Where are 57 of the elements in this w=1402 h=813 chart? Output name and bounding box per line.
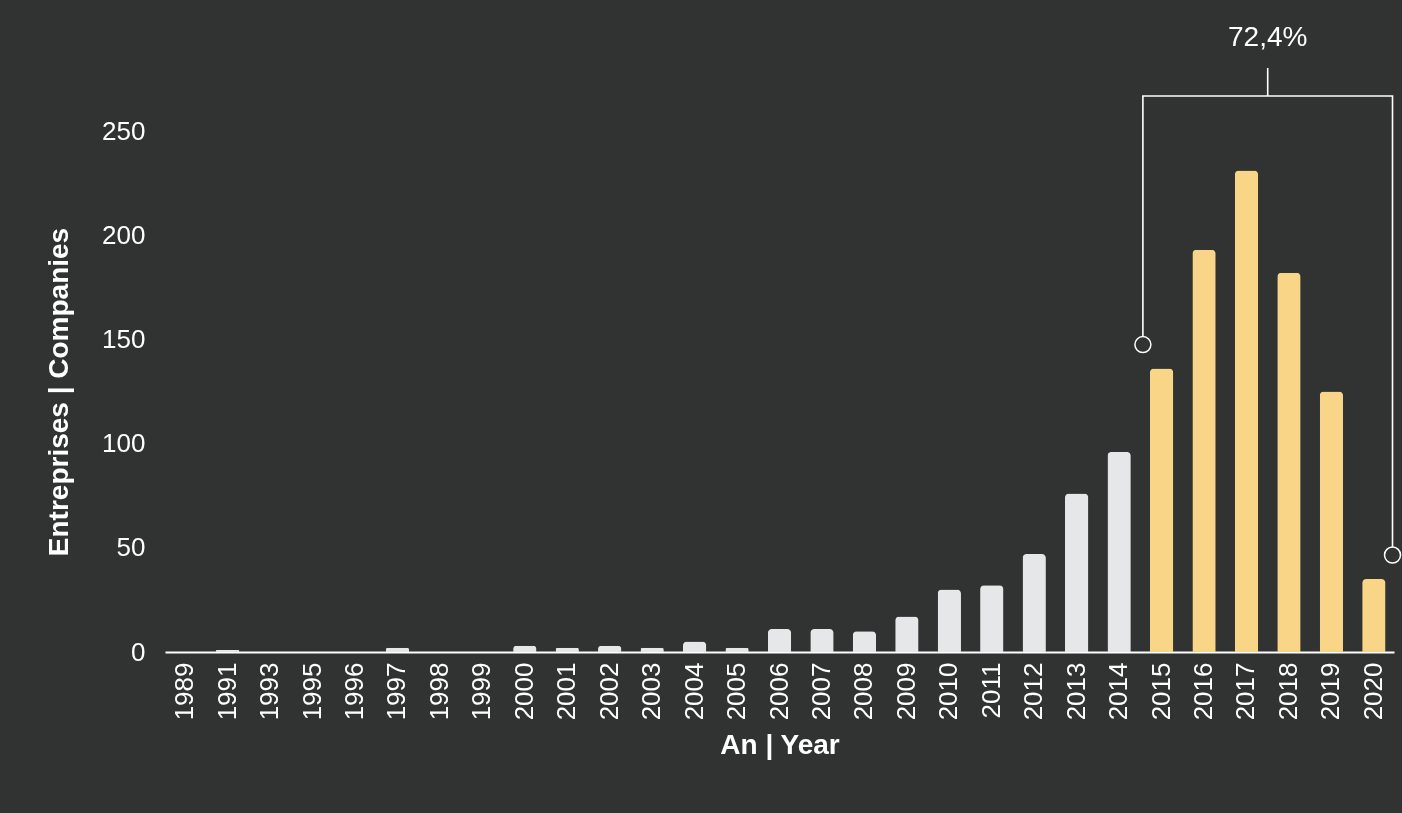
x-tick-label: 2004: [678, 662, 709, 721]
x-tick-label: 2000: [508, 662, 539, 721]
bar: [937, 589, 961, 652]
x-tick-label: 1989: [169, 662, 200, 721]
x-tick-label: 2009: [890, 662, 921, 721]
x-tick-label: 2001: [551, 662, 582, 721]
bar: [1107, 451, 1131, 652]
bar: [767, 629, 792, 652]
y-tick-label: 50: [116, 532, 146, 563]
bar: [385, 647, 410, 652]
x-tick-label: 1996: [338, 662, 369, 721]
bar: [1319, 391, 1344, 652]
y-tick-label: 100: [102, 428, 146, 459]
y-tick-label: 150: [102, 323, 146, 354]
x-tick-label: 2008: [848, 662, 879, 721]
x-tick-label: 2015: [1145, 662, 1176, 721]
bar: [555, 647, 579, 652]
bar: [1192, 249, 1216, 652]
x-tick-label: 1991: [211, 662, 242, 721]
bar: [1064, 493, 1089, 652]
x-tick-label: 2017: [1230, 662, 1261, 721]
bar: [682, 641, 707, 652]
bar: [980, 585, 1004, 652]
x-tick-label: 2019: [1315, 662, 1346, 721]
x-tick-label: 2011: [975, 662, 1006, 719]
x-tick-label: 2012: [1018, 662, 1049, 721]
bar: [1362, 579, 1386, 652]
x-tick-label: 2003: [636, 662, 667, 721]
y-tick-label: 0: [131, 636, 146, 667]
x-tick-label: 2016: [1188, 662, 1219, 721]
x-tick-label: 1993: [254, 662, 285, 721]
y-axis-title: Entreprises | Companies: [43, 227, 75, 557]
bar: [895, 616, 919, 652]
bar: [1149, 368, 1174, 652]
x-tick-label: 2013: [1060, 662, 1091, 721]
x-tick-label: 2020: [1357, 662, 1388, 721]
x-tick-label: 1999: [466, 662, 497, 721]
bar: [1277, 272, 1301, 652]
x-tick-label: 1998: [423, 662, 454, 721]
text: 72,4%: [1228, 21, 1308, 52]
y-tick-label: 200: [102, 219, 146, 250]
bar: [1022, 554, 1046, 652]
x-tick-label: 2006: [763, 662, 794, 721]
bar: [1234, 170, 1259, 652]
x-tick-label: 2005: [721, 662, 752, 721]
bar: [810, 629, 834, 652]
x-tick-label: 2002: [593, 662, 624, 721]
x-tick-label: 1997: [381, 662, 412, 721]
x-tick-label: 2014: [1103, 662, 1134, 721]
bar: [852, 631, 877, 652]
bar: [215, 649, 240, 652]
x-tick-label: 2010: [933, 662, 964, 721]
x-tick-label: 1995: [296, 662, 327, 721]
x-tick-label: 2018: [1272, 662, 1303, 721]
y-tick-label: 250: [102, 115, 146, 146]
x-axis-title: An | Year: [720, 729, 840, 761]
x-tick-label: 2007: [805, 662, 836, 721]
